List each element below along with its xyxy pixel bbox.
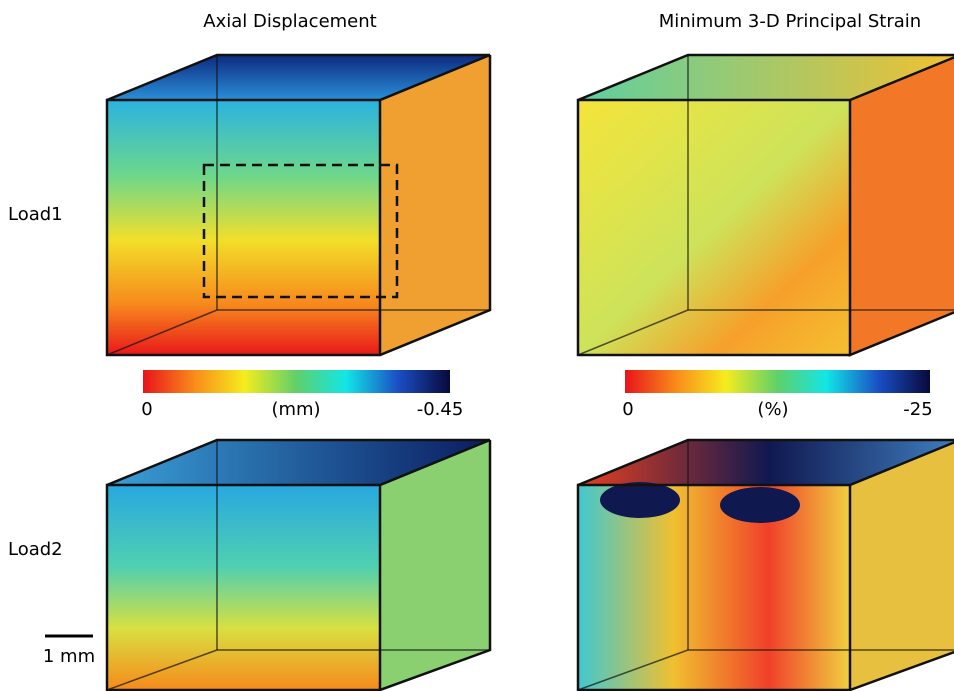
colorbar-max: -0.45 <box>417 399 464 420</box>
row-label: Load2 <box>8 539 63 560</box>
row-label: Load1 <box>8 204 63 225</box>
colorbar-min: 0 <box>622 399 633 420</box>
colorbar <box>625 370 930 393</box>
colorbar-unit: (mm) <box>271 399 320 420</box>
volume-render <box>578 55 954 355</box>
column-title: Axial Displacement <box>203 11 376 32</box>
volume-render <box>107 440 490 690</box>
volume-render <box>107 55 490 355</box>
colorbar <box>143 370 450 393</box>
colorbar-min: 0 <box>141 399 152 420</box>
colorbar-unit: (%) <box>757 399 788 420</box>
figure: Axial Displacement Minimum 3-D Principal… <box>0 0 954 691</box>
volume-render <box>578 440 954 690</box>
scale-bar-label: 1 mm <box>43 646 95 667</box>
column-title: Minimum 3-D Principal Strain <box>659 11 921 32</box>
colorbar-max: -25 <box>903 399 932 420</box>
